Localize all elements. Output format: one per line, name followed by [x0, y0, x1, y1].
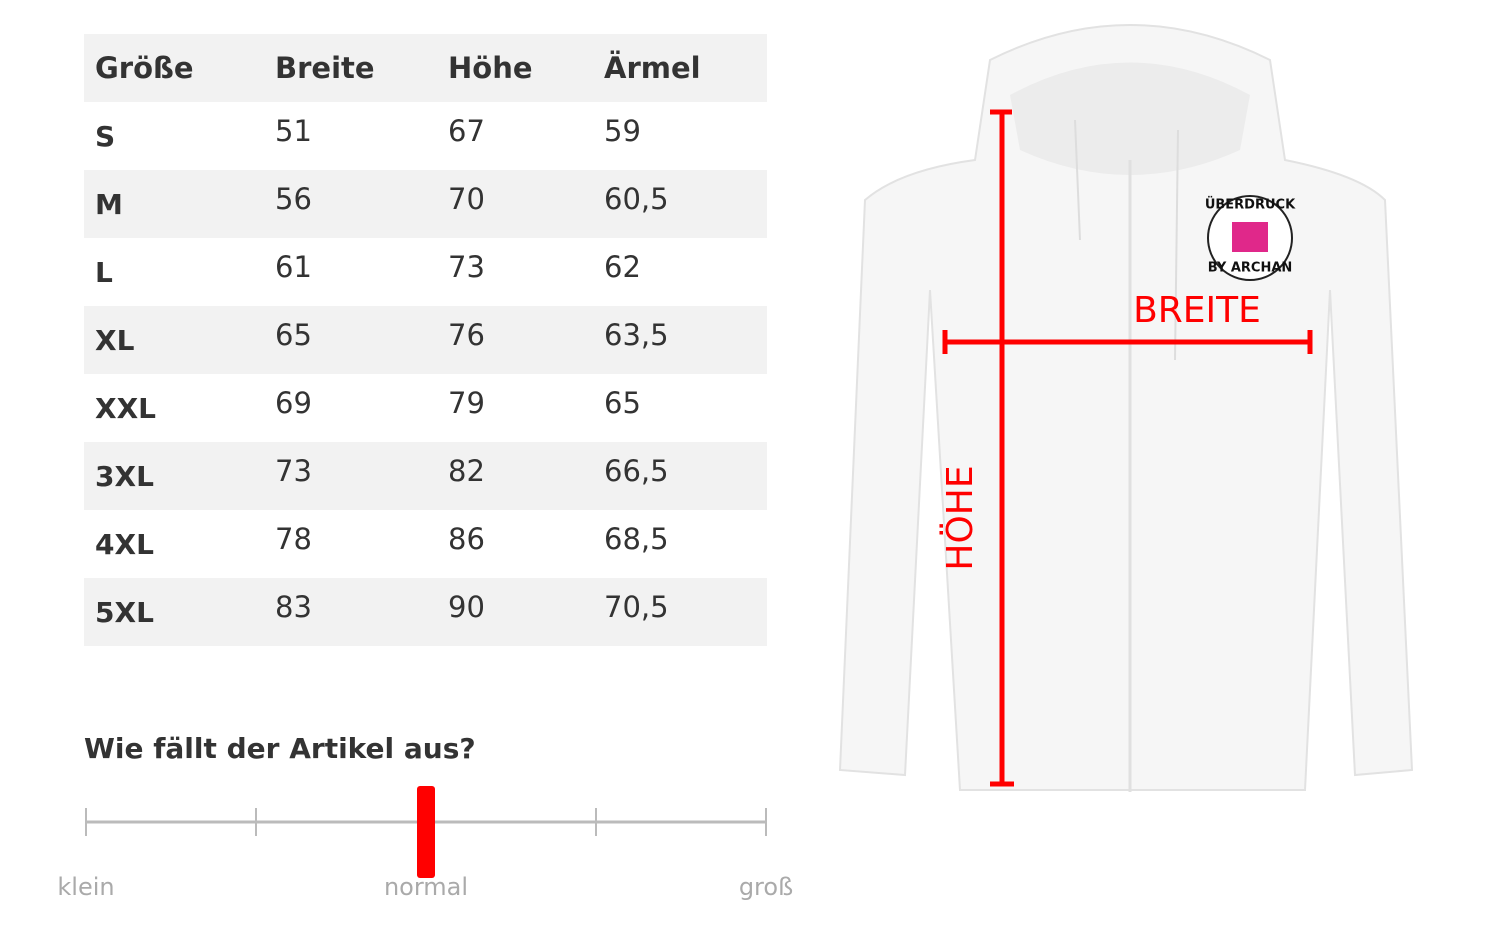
hood-inner	[1010, 62, 1250, 175]
hoodie-image: ÜBERDRUCK BY ARCHAN BREITE HÖHE	[838, 24, 1414, 792]
scale-label: normal	[384, 873, 468, 901]
cell: 60,5	[604, 182, 669, 216]
logo-shirt	[1232, 222, 1268, 252]
cell: 70	[448, 182, 485, 216]
logo-text: BY ARCHAN	[1208, 261, 1293, 276]
cell: 82	[448, 454, 485, 488]
cell: 70,5	[604, 590, 669, 624]
scale-label: groß	[739, 873, 793, 901]
column-header: Höhe	[448, 51, 533, 85]
size-cell: XL	[95, 324, 135, 357]
size-cell: L	[95, 256, 113, 289]
cell: 63,5	[604, 318, 669, 352]
drawstring	[1174, 129, 1179, 361]
cell: 62	[604, 250, 641, 284]
cell: 56	[275, 182, 312, 216]
cell: 65	[275, 318, 312, 352]
cell: 79	[448, 386, 485, 420]
size-cell: 3XL	[95, 460, 154, 493]
size-cell: M	[95, 188, 123, 221]
cell: 78	[275, 522, 312, 556]
header-row	[84, 34, 767, 102]
logo-text: ÜBERDRUCK	[1205, 197, 1296, 213]
scale-label: klein	[57, 873, 114, 901]
cell: 68,5	[604, 522, 669, 556]
cell: 61	[275, 250, 312, 284]
size-cell: 5XL	[95, 596, 154, 629]
cell: 83	[275, 590, 312, 624]
row-stripe	[84, 306, 767, 374]
column-header: Breite	[275, 51, 375, 85]
size-cell: 4XL	[95, 528, 154, 561]
row-stripe	[84, 170, 767, 238]
cell: 69	[275, 386, 312, 420]
cell: 59	[604, 114, 641, 148]
cell: 73	[448, 250, 485, 284]
cell: 76	[448, 318, 485, 352]
drawstring	[1074, 119, 1081, 241]
size-cell: S	[95, 120, 115, 153]
size-table: Größe Breite Höhe Ärmel S 51 67 59 M 56 70 60,5 L 61 7…	[84, 34, 767, 646]
height-label: HÖHE	[939, 465, 981, 570]
fit-question: Wie fällt der Artikel aus?	[84, 732, 476, 765]
cell: 51	[275, 114, 312, 148]
size-cell: XXL	[95, 392, 156, 425]
cell: 65	[604, 386, 641, 420]
scale-marker	[417, 786, 435, 878]
measure-lines	[942, 109, 1313, 787]
fit-scale: klein normal groß	[57, 786, 793, 901]
width-label: BREITE	[1133, 290, 1261, 331]
column-header: Ärmel	[604, 51, 701, 85]
row-stripe	[84, 442, 767, 510]
cell: 86	[448, 522, 485, 556]
cell: 67	[448, 114, 485, 148]
row-stripe	[84, 578, 767, 646]
column-header: Größe	[95, 51, 194, 85]
cell: 90	[448, 590, 485, 624]
cell: 73	[275, 454, 312, 488]
cell: 66,5	[604, 454, 669, 488]
